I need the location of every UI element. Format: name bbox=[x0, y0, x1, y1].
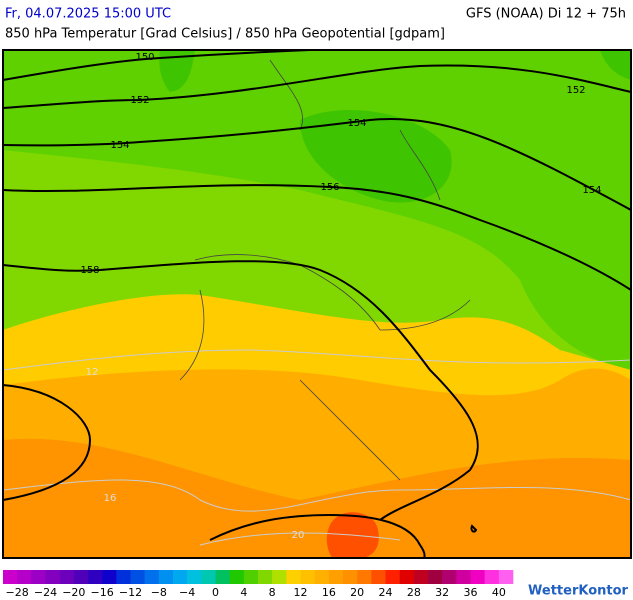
isotherms bbox=[2, 349, 632, 546]
colorbar-label: −12 bbox=[119, 586, 142, 599]
colorbar-segment bbox=[17, 570, 32, 584]
colorbar-label: 40 bbox=[492, 586, 506, 599]
colorbar-segment bbox=[31, 570, 46, 584]
geopotential-label: 156 bbox=[320, 182, 339, 193]
colorbar-segment bbox=[399, 570, 415, 584]
colorbar-label: 12 bbox=[294, 586, 308, 599]
colorbar-label: 36 bbox=[464, 586, 478, 599]
colorbar-segment bbox=[45, 570, 60, 584]
colorbar-segment bbox=[73, 570, 89, 584]
colorbar-label: −8 bbox=[151, 586, 167, 599]
colorbar-segment bbox=[300, 570, 315, 584]
colorbar-segment bbox=[201, 570, 216, 584]
geopotential-label: 154 bbox=[110, 140, 129, 151]
colorbar-segment bbox=[470, 570, 485, 584]
colorbar-segment bbox=[215, 570, 230, 584]
colorbar-segment bbox=[187, 570, 202, 584]
subtitle: 850 hPa Temperatur [Grad Celsius] / 850 … bbox=[5, 27, 445, 42]
colorbar-label: 8 bbox=[269, 586, 276, 599]
colorbar-segment bbox=[173, 570, 188, 584]
colorbar-segment bbox=[385, 570, 400, 584]
geopotential-lines bbox=[2, 49, 632, 559]
colorbar-label: −4 bbox=[179, 586, 195, 599]
colorbar-label: 0 bbox=[212, 586, 219, 599]
colorbar-label: −24 bbox=[34, 586, 57, 599]
geopotential-label: 152 bbox=[566, 85, 585, 96]
geopotential-label: 154 bbox=[582, 185, 601, 196]
colorbar-segment bbox=[116, 570, 131, 584]
colorbar-segment bbox=[343, 570, 358, 584]
colorbar-segment bbox=[371, 570, 386, 584]
colorbar-label: 4 bbox=[240, 586, 247, 599]
colorbar-label: −16 bbox=[91, 586, 114, 599]
colorbar-segment bbox=[286, 570, 301, 584]
map-frame bbox=[2, 49, 632, 559]
colorbar-segment bbox=[413, 570, 429, 584]
datetime: Fr, 04.07.2025 15:00 UTC bbox=[5, 7, 171, 22]
logo: WetterKontor bbox=[528, 584, 629, 599]
colorbar: −28 −24 −20 −16 −12 −8 −4 0 4 8 12 16 20 24 28 32 36 40 bbox=[3, 570, 514, 599]
colorbar-label: −28 bbox=[6, 586, 29, 599]
colorbar-segment bbox=[243, 570, 259, 584]
colorbar-segment bbox=[314, 570, 330, 584]
colorbar-segment bbox=[158, 570, 174, 584]
colorbar-label: 24 bbox=[379, 586, 393, 599]
temperature-label: 16 bbox=[104, 493, 117, 504]
geopotential-label: 154 bbox=[347, 118, 366, 129]
colorbar-segment bbox=[102, 570, 117, 584]
colorbar-segment bbox=[428, 570, 443, 584]
geopotential-label: 158 bbox=[80, 265, 99, 276]
colorbar-segment bbox=[229, 570, 245, 584]
geopotential-label: 152 bbox=[130, 95, 149, 106]
colorbar-segment bbox=[88, 570, 103, 584]
colorbar-segment bbox=[130, 570, 145, 584]
temp-area bbox=[159, 50, 632, 203]
colorbar-label: 20 bbox=[350, 586, 364, 599]
map bbox=[2, 49, 632, 559]
colorbar-segment bbox=[3, 570, 18, 584]
temp-area bbox=[3, 50, 631, 370]
colorbar-label: 32 bbox=[435, 586, 449, 599]
temperature-label: 20 bbox=[292, 530, 305, 541]
colorbar-segment bbox=[59, 570, 75, 584]
colorbar-segment bbox=[484, 570, 500, 584]
colorbar-label: 28 bbox=[407, 586, 421, 599]
model-info: GFS (NOAA) Di 12 + 75h bbox=[466, 7, 626, 22]
colorbar-segment bbox=[456, 570, 471, 584]
temperature-label: 12 bbox=[86, 367, 99, 378]
colorbar-segment bbox=[442, 570, 457, 584]
colorbar-segment bbox=[498, 570, 514, 584]
colorbar-segment bbox=[328, 570, 344, 584]
colorbar-label: −20 bbox=[62, 586, 85, 599]
colorbar-segment bbox=[272, 570, 287, 584]
colorbar-segment bbox=[357, 570, 372, 584]
geopotential-label: 150 bbox=[135, 52, 154, 63]
colorbar-segment bbox=[258, 570, 273, 584]
colorbar-label: 16 bbox=[322, 586, 336, 599]
colorbar-segment bbox=[144, 570, 160, 584]
